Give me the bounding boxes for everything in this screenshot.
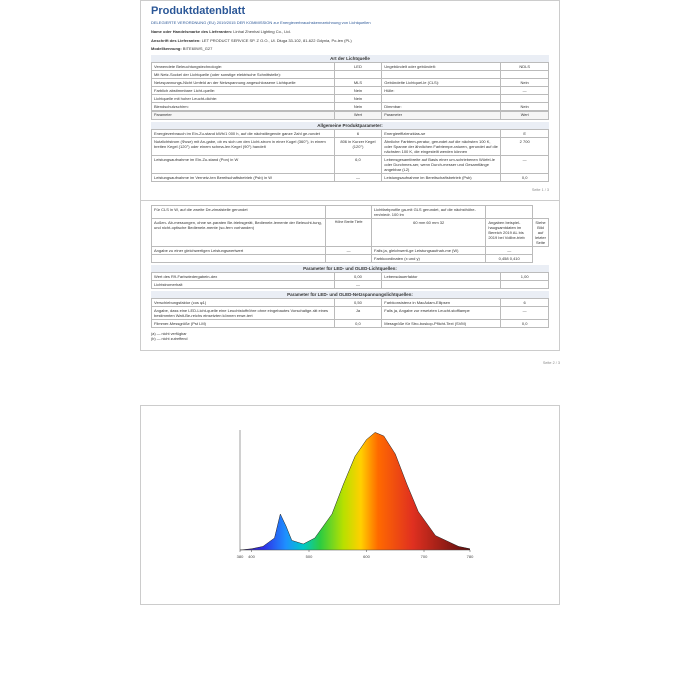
svg-text:500: 500 — [306, 554, 313, 559]
footnotes: (a) — nicht verfügbar (b) — nicht zutref… — [151, 332, 549, 343]
section-allg: Allgemeine Produktparameter: — [151, 122, 549, 129]
svg-text:400: 400 — [248, 554, 255, 559]
page-1: Produktdatenblatt DELEGIERTE VERORDNUNG … — [140, 0, 560, 201]
page-number-2: Seite 2 / 3 — [140, 361, 560, 365]
svg-text:780: 780 — [467, 554, 474, 559]
spectral-chart: 380 400 500 600 700 780 — [220, 420, 480, 570]
section-led: Parameter für LED- und OLED-Lichtquellen… — [151, 265, 549, 272]
svg-text:700: 700 — [421, 554, 428, 559]
table-led2: Verschiebungsfaktor (cos φ1)0,50Farbkons… — [151, 298, 549, 328]
page-number: Seite 1 / 3 — [151, 188, 549, 192]
svg-text:600: 600 — [363, 554, 370, 559]
section-art: Art der Lichtquelle — [151, 55, 549, 62]
section-led2: Parameter für LED- und OLED-Netzspannung… — [151, 291, 549, 298]
supplier-name: Name oder Handelsmarke des Lieferanten: … — [151, 29, 549, 35]
subtitle: DELEGIERTE VERORDNUNG (EU) 2019/2015 DER… — [151, 20, 549, 25]
page-1b: Für CLS in W, auf die zweite De-zimalste… — [140, 201, 560, 352]
title: Produktdatenblatt — [151, 5, 549, 17]
table-allg-cont: Für CLS in W, auf die zweite De-zimalste… — [151, 205, 549, 263]
page-2: 380 400 500 600 700 780 — [140, 405, 560, 605]
table-art: Verwendete Beleuchtungstechnologie:LEDUn… — [151, 62, 549, 111]
table-allg: Energieverbrauch im Ein-Zu-stand kWh/1 0… — [151, 129, 549, 182]
table-led: Wert des R9-Farbwiedergabein-dex0,00Lebe… — [151, 272, 549, 289]
supplier-addr: Anschrift des Lieferanten: LET PRODUCT S… — [151, 38, 549, 44]
param-head-row: Parameter Wert Parameter Wert — [151, 111, 549, 120]
model: Modellkennung: BITE60WS_G27 — [151, 46, 549, 52]
svg-text:380: 380 — [237, 554, 244, 559]
